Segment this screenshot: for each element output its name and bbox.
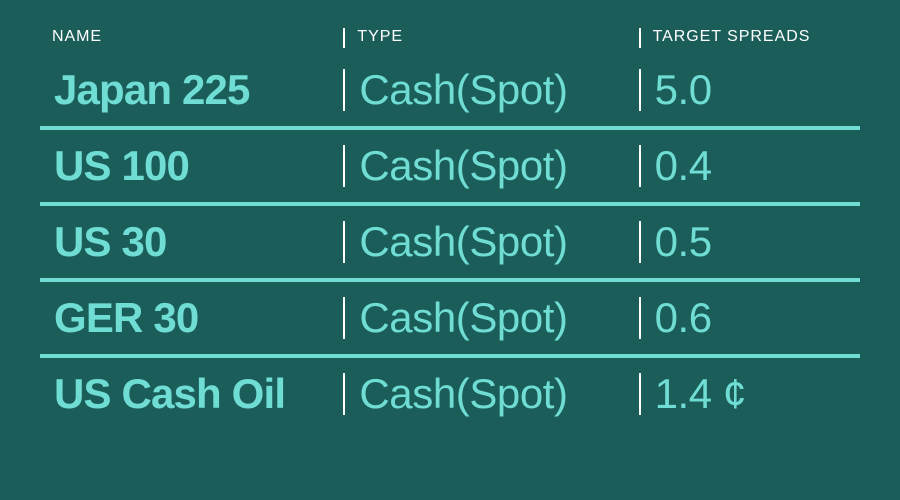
cell-name: US 30 xyxy=(40,221,343,263)
column-header-type: TYPE xyxy=(343,28,638,48)
instrument-name: US 100 xyxy=(54,142,189,189)
instrument-name: Japan 225 xyxy=(54,66,250,113)
cell-type: Cash(Spot) xyxy=(343,297,638,339)
column-header-name: NAME xyxy=(40,28,343,48)
spreads-table: NAME TYPE TARGET SPREADS Japan 225 Cash(… xyxy=(40,28,860,480)
instrument-type: Cash(Spot) xyxy=(359,66,567,113)
instrument-type: Cash(Spot) xyxy=(359,142,567,189)
cell-name: US 100 xyxy=(40,145,343,187)
instrument-spread: 0.5 xyxy=(655,218,712,265)
table-row: GER 30 Cash(Spot) 0.6 xyxy=(40,282,860,354)
cell-type: Cash(Spot) xyxy=(343,221,638,263)
cell-spread: 0.5 xyxy=(639,221,860,263)
cell-spread: 0.4 xyxy=(639,145,860,187)
instrument-type: Cash(Spot) xyxy=(359,370,567,417)
cell-spread: 1.4 ¢ xyxy=(639,373,860,415)
instrument-type: Cash(Spot) xyxy=(359,294,567,341)
cell-type: Cash(Spot) xyxy=(343,69,638,111)
table-row: Japan 225 Cash(Spot) 5.0 xyxy=(40,54,860,126)
cell-name: US Cash Oil xyxy=(40,373,343,415)
table-header-row: NAME TYPE TARGET SPREADS xyxy=(40,28,860,54)
instrument-name: US Cash Oil xyxy=(54,370,285,417)
cell-type: Cash(Spot) xyxy=(343,145,638,187)
table-row: US Cash Oil Cash(Spot) 1.4 ¢ xyxy=(40,358,860,430)
instrument-spread: 5.0 xyxy=(655,66,712,113)
instrument-spread: 1.4 ¢ xyxy=(655,370,746,417)
cell-name: GER 30 xyxy=(40,297,343,339)
table-row: US 100 Cash(Spot) 0.4 xyxy=(40,130,860,202)
cell-spread: 0.6 xyxy=(639,297,860,339)
cell-spread: 5.0 xyxy=(639,69,860,111)
instrument-name: US 30 xyxy=(54,218,167,265)
instrument-spread: 0.6 xyxy=(655,294,712,341)
column-header-spread: TARGET SPREADS xyxy=(639,28,860,48)
instrument-spread: 0.4 xyxy=(655,142,712,189)
instrument-name: GER 30 xyxy=(54,294,198,341)
cell-name: Japan 225 xyxy=(40,69,343,111)
table-row: US 30 Cash(Spot) 0.5 xyxy=(40,206,860,278)
instrument-type: Cash(Spot) xyxy=(359,218,567,265)
cell-type: Cash(Spot) xyxy=(343,373,638,415)
